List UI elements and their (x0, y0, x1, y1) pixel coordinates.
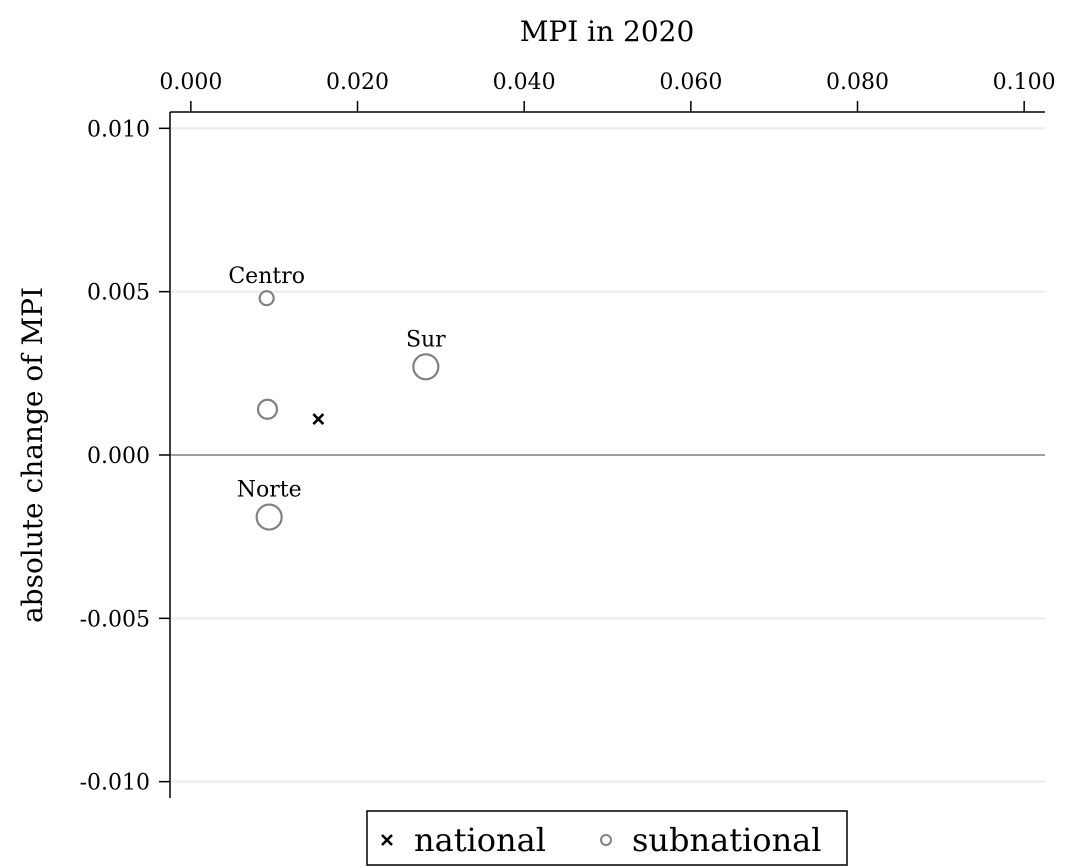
legend-subnational-label: subnational (632, 821, 821, 859)
y-tick-label-1: 0.005 (87, 281, 150, 306)
y-tick-label-4: -0.010 (80, 771, 150, 796)
subnational-point-3 (255, 503, 283, 531)
data-points: Centro Sur Norte (228, 264, 446, 531)
x-tick-label-0: 0.000 (159, 70, 222, 95)
subnational-point-0 (258, 290, 275, 307)
legend-box (366, 810, 848, 866)
point-label-norte: Norte (237, 478, 302, 503)
legend-national-marker (381, 834, 393, 846)
national-point-0 (312, 413, 325, 425)
legend: national subnational (366, 810, 848, 866)
grid-lines (170, 127, 1045, 783)
tick-labels: 0.000 0.020 0.040 0.060 0.080 0.100 0.010 0.005… (80, 70, 1056, 796)
x-tick-label-1: 0.020 (326, 70, 389, 95)
x-axis-title: MPI in 2020 (520, 15, 695, 48)
x-tick-label-5: 0.100 (993, 70, 1056, 95)
y-tick-label-0: 0.010 (87, 117, 150, 142)
legend-national-label: national (414, 821, 546, 859)
axes (159, 101, 1045, 798)
y-tick-label-3: -0.005 (80, 607, 150, 632)
legend-subnational-marker (600, 834, 612, 846)
subnational-point-2 (412, 353, 440, 381)
y-tick-label-2: 0.000 (87, 444, 150, 469)
y-axis-title: absolute change of MPI (16, 287, 49, 623)
subnational-point-1 (256, 398, 279, 420)
x-tick-label-4: 0.080 (826, 70, 889, 95)
point-label-sur: Sur (406, 327, 446, 352)
x-tick-label-2: 0.040 (493, 70, 556, 95)
point-label-centro: Centro (228, 264, 305, 289)
x-tick-label-3: 0.060 (659, 70, 722, 95)
